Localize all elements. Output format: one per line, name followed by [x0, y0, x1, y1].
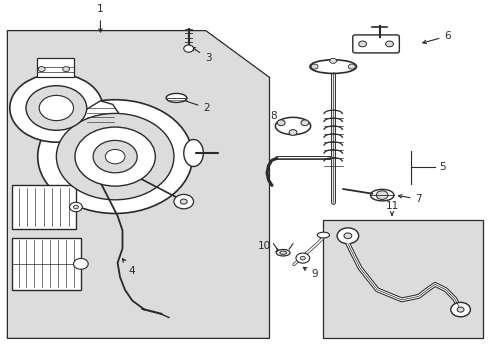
Text: 2: 2 [180, 99, 210, 113]
Ellipse shape [370, 189, 394, 201]
Circle shape [38, 100, 193, 213]
Circle shape [289, 130, 297, 135]
Circle shape [26, 86, 87, 130]
Ellipse shape [119, 166, 146, 180]
Circle shape [174, 194, 194, 209]
Circle shape [376, 191, 388, 199]
Circle shape [451, 302, 470, 317]
Circle shape [184, 45, 194, 52]
Text: 1: 1 [97, 4, 104, 14]
Text: 4: 4 [122, 259, 135, 276]
Circle shape [39, 95, 74, 121]
Circle shape [337, 228, 359, 244]
Text: 5: 5 [440, 162, 446, 172]
Circle shape [63, 67, 70, 72]
Ellipse shape [184, 140, 203, 166]
Text: 10: 10 [258, 240, 279, 252]
Circle shape [386, 41, 393, 47]
Circle shape [180, 199, 187, 204]
Circle shape [277, 120, 285, 126]
Circle shape [70, 202, 82, 212]
Circle shape [38, 67, 45, 72]
Polygon shape [12, 185, 76, 229]
Circle shape [300, 256, 305, 260]
Polygon shape [81, 101, 120, 124]
Circle shape [74, 205, 78, 209]
Text: 7: 7 [398, 194, 422, 204]
Bar [323, 220, 483, 338]
Text: 9: 9 [303, 267, 318, 279]
Circle shape [457, 307, 464, 312]
Circle shape [10, 74, 103, 142]
Ellipse shape [280, 251, 287, 254]
Ellipse shape [310, 60, 356, 73]
Circle shape [296, 253, 310, 263]
Circle shape [105, 149, 125, 164]
Circle shape [348, 64, 355, 69]
FancyBboxPatch shape [353, 35, 399, 53]
Polygon shape [12, 238, 81, 290]
Circle shape [359, 41, 367, 47]
Ellipse shape [276, 249, 290, 256]
Polygon shape [7, 31, 270, 338]
Circle shape [56, 113, 174, 200]
Circle shape [74, 258, 88, 269]
Circle shape [93, 140, 137, 173]
Circle shape [301, 120, 309, 126]
Circle shape [75, 127, 155, 186]
Ellipse shape [275, 117, 311, 135]
Ellipse shape [166, 94, 187, 102]
Circle shape [330, 58, 337, 63]
Circle shape [311, 64, 318, 69]
Ellipse shape [317, 232, 329, 238]
Circle shape [344, 233, 352, 239]
Text: 6: 6 [423, 31, 451, 44]
Text: 3: 3 [192, 47, 212, 63]
Text: 8: 8 [270, 111, 290, 125]
Bar [37, 58, 74, 77]
Text: 11: 11 [385, 201, 399, 211]
